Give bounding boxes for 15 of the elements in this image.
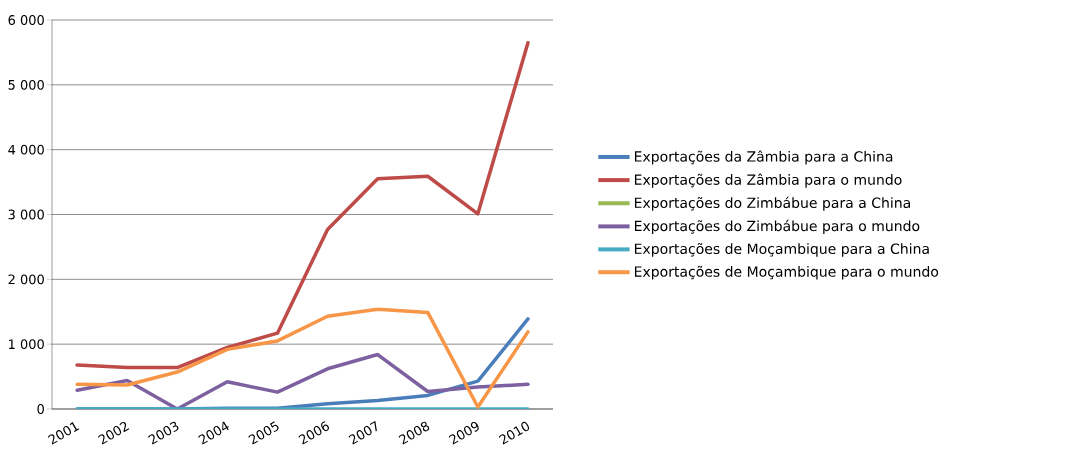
y-tick-label: 0 bbox=[37, 404, 44, 414]
legend-label: Exportações de Moçambique para a China bbox=[634, 242, 929, 257]
legend-label: Exportações da Zâmbia para a China bbox=[634, 150, 893, 165]
legend-label: Exportações da Zâmbia para o mundo bbox=[634, 173, 902, 188]
line-series bbox=[75, 40, 530, 370]
legend-label: Exportações do Zimbábue para a China bbox=[634, 196, 910, 211]
legend-label: Exportações do Zimbábue para o mundo bbox=[634, 219, 920, 234]
y-tick-label: 6 000 bbox=[8, 15, 44, 25]
line-series bbox=[75, 352, 530, 409]
y-tick-label: 5 000 bbox=[8, 79, 44, 90]
y-tick-label: 2 000 bbox=[8, 274, 44, 285]
legend-label: Exportações de Moçambique para o mundo bbox=[634, 265, 939, 280]
y-tick-label: 3 000 bbox=[8, 209, 44, 220]
y-tick-label: 4 000 bbox=[8, 144, 44, 155]
y-tick-label: 1 000 bbox=[9, 339, 44, 350]
